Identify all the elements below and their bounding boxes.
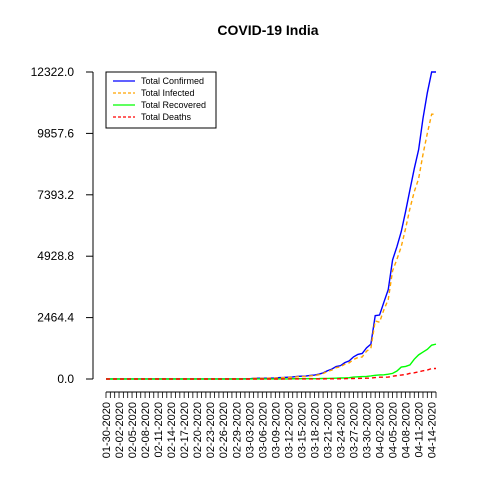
series-lines: [106, 71, 437, 380]
y-tick-label: 12322.0: [31, 65, 75, 79]
x-tick-label: 02-14-2020: [166, 402, 178, 458]
x-tick-label: 03-06-2020: [257, 402, 269, 458]
x-axis: 01-30-2020 02-02-2020 02-05-2020 02-08-2020…: [101, 391, 439, 458]
x-tick-label: 02-26-2020: [218, 402, 230, 458]
y-axis: 0.0 2464.4 4928.8 7393.2 9857.6 12322.0: [31, 65, 94, 386]
x-tick-label: 02-08-2020: [140, 402, 152, 458]
x-tick-label: 04-11-2020: [414, 402, 426, 457]
x-tick-label: 03-12-2020: [283, 402, 295, 458]
legend-label: Total Confirmed: [141, 76, 204, 86]
x-tick-label: 01-30-2020: [101, 402, 113, 458]
x-tick-label: 03-27-2020: [349, 402, 361, 458]
x-tick-label: 02-05-2020: [127, 402, 139, 458]
x-tick-label: 03-03-2020: [244, 402, 256, 458]
y-tick-label: 9857.6: [37, 126, 74, 140]
x-tick-label: 03-21-2020: [322, 402, 334, 458]
x-tick-label: 02-02-2020: [114, 402, 126, 458]
legend-label: Total Infected: [141, 88, 195, 98]
legend-label: Total Recovered: [141, 100, 206, 110]
x-tick-label: 03-15-2020: [296, 402, 308, 458]
y-tick-label: 7393.2: [37, 188, 74, 202]
x-tick-label: 03-09-2020: [270, 402, 282, 458]
legend: Total Confirmed Total Infected Total Recov…: [105, 71, 217, 129]
series-line-total-deaths: [106, 367, 436, 380]
series-line-total-infected: [106, 113, 436, 380]
x-tick-label: 04-14-2020: [427, 402, 439, 458]
x-tick-label: 02-20-2020: [192, 402, 204, 458]
x-tick-label: 02-29-2020: [231, 402, 243, 458]
y-tick-label: 0.0: [57, 372, 74, 386]
x-tick-label: 03-18-2020: [309, 402, 321, 458]
legend-label: Total Deaths: [141, 112, 192, 122]
chart-title: COVID-19 India: [217, 22, 318, 38]
x-tick-label: 02-23-2020: [205, 402, 217, 458]
x-tick-label: 03-24-2020: [335, 402, 347, 458]
x-tick-label: 04-02-2020: [375, 402, 387, 458]
series-line-total-recovered: [106, 343, 437, 380]
y-tick-label: 2464.4: [37, 311, 74, 325]
x-tick-label: 04-05-2020: [388, 402, 400, 458]
x-tick-label: 02-11-2020: [153, 402, 165, 457]
x-tick-label: 02-17-2020: [179, 402, 191, 458]
x-tick-label: 04-08-2020: [401, 402, 413, 458]
y-tick-label: 4928.8: [37, 249, 74, 263]
x-tick-label: 03-30-2020: [362, 402, 374, 458]
